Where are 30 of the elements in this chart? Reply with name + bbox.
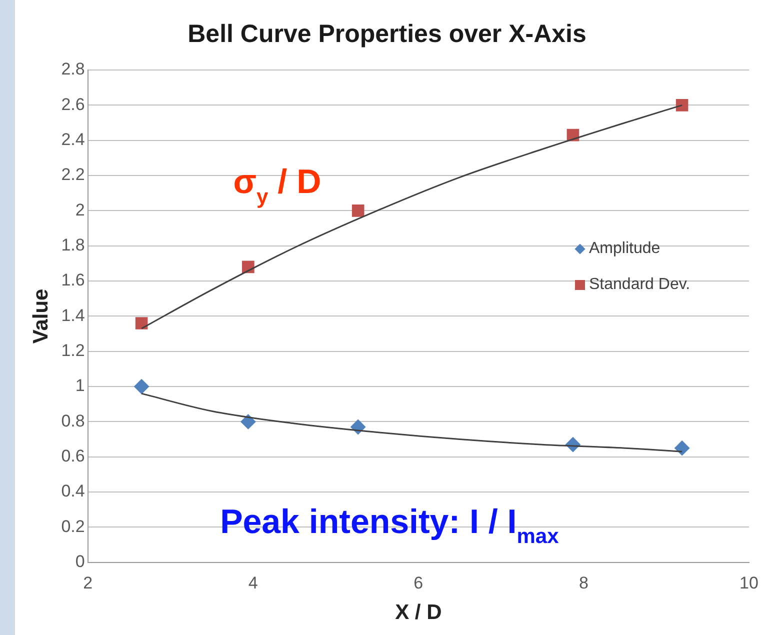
- y-tick-label: 1.6: [61, 270, 85, 290]
- y-tick-label: 2: [75, 200, 85, 220]
- point: [352, 204, 364, 217]
- x-axis-title: X / D: [395, 601, 442, 624]
- y-tick-label: 0: [75, 552, 85, 572]
- point: [134, 379, 150, 394]
- y-tick-label: 1.4: [61, 306, 85, 325]
- point: [674, 440, 690, 456]
- y-tick-label: 0.2: [61, 516, 85, 536]
- y-tick-label: 2.4: [61, 130, 85, 150]
- point: [135, 317, 148, 330]
- y-tick-label: 1.8: [61, 236, 85, 255]
- x-tick-label: 10: [740, 573, 758, 592]
- y-tick-label: 0.4: [61, 482, 85, 501]
- legend-label: Amplitude: [589, 240, 660, 258]
- legend-label: Standard Dev.: [589, 276, 690, 294]
- point: [240, 414, 256, 430]
- y-tick-label: 2.2: [61, 165, 85, 184]
- y-tick-label: 2.6: [61, 94, 85, 114]
- point: [676, 99, 688, 112]
- x-tick-label: 8: [578, 573, 588, 592]
- y-axis-title: Value: [29, 288, 52, 344]
- chart-title: Bell Curve Properties over X-Axis: [188, 20, 586, 48]
- y-tick-label: 1.2: [61, 341, 85, 360]
- y-tick-label: 0.6: [61, 446, 85, 466]
- y-tick-label: 2.8: [61, 60, 85, 79]
- y-tick-label: 1: [75, 376, 85, 396]
- y-tick-label: 0.8: [61, 411, 85, 430]
- x-tick-label: 4: [248, 573, 258, 592]
- x-tick-label: 6: [414, 573, 424, 592]
